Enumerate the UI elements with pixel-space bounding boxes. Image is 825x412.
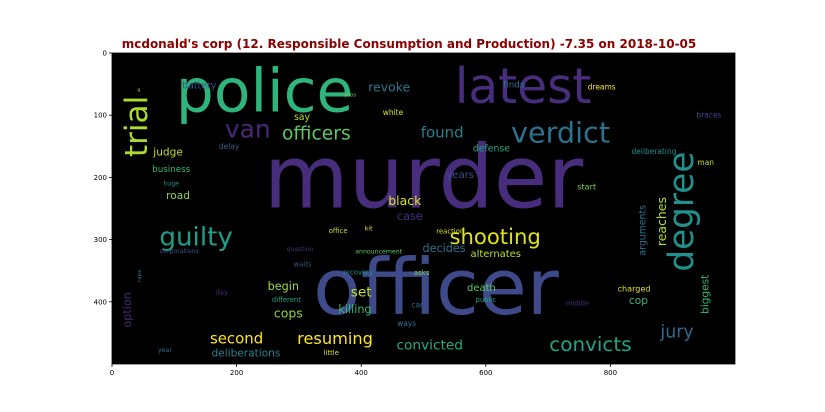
word-officers: officers (282, 123, 351, 144)
word-degree: degree (662, 152, 702, 272)
word-dreams: dreams (588, 83, 616, 92)
word-g: g (137, 88, 140, 93)
word-year: year (158, 347, 172, 354)
word-charged: charged (618, 284, 651, 294)
word-finds: finds (503, 80, 525, 90)
word-convicts: convicts (549, 332, 631, 356)
x-tick-label: 200 (230, 369, 243, 377)
word-question: question (287, 246, 314, 253)
word-police: police (176, 57, 353, 127)
word-convicted: convicted (396, 337, 463, 353)
word-van: van (225, 114, 271, 143)
word-years: years (447, 170, 474, 181)
word-trial: trial (119, 96, 155, 157)
word-arguments: arguments (637, 205, 648, 256)
word-decides: decides (422, 242, 465, 255)
word-waits: waits (294, 260, 312, 268)
word-second: second (210, 329, 263, 347)
word-jury: jury (659, 322, 693, 342)
word-battery: battery (182, 80, 217, 91)
word-deliberating: deliberating (632, 147, 677, 156)
word-corporations: corporations (160, 248, 199, 255)
word-delay: delay (219, 142, 240, 151)
word-white: white (383, 108, 404, 117)
y-tick-label: 200 (94, 174, 107, 182)
word-murder: murder (264, 126, 584, 228)
word-start: start (577, 182, 596, 192)
x-tick-label: 400 (355, 369, 368, 377)
word-office: office (329, 227, 348, 235)
word-revoke: revoke (368, 80, 410, 95)
word-kit: kit (365, 226, 373, 233)
word-business: business (152, 165, 190, 175)
word-shooting: shooting (449, 224, 540, 249)
word-day: day (215, 288, 228, 296)
x-tick-label: 600 (479, 369, 492, 377)
word-public: public (476, 296, 497, 304)
word-little: little (324, 349, 339, 357)
y-tick-label: 0 (103, 50, 107, 58)
word-asks: asks (414, 269, 430, 277)
x-tick-label: 0 (110, 369, 114, 377)
word-judge: judge (152, 147, 183, 159)
word-huge: huge (163, 181, 179, 188)
word-different: different (272, 296, 301, 304)
x-axis: 0 200 400 600 800 (110, 364, 617, 377)
y-tick-label: 100 (94, 112, 107, 120)
word-ways: ways (397, 319, 416, 328)
word-say: say (294, 112, 311, 123)
word-middle: middle (566, 300, 589, 308)
y-tick-label: 400 (94, 298, 107, 306)
plot-frame (111, 52, 736, 365)
word-braces: braces (696, 111, 721, 120)
word-case: case (397, 210, 423, 223)
y-axis: 0 100 200 300 400 (94, 50, 112, 306)
word-road: road (166, 190, 190, 202)
plot-area (112, 53, 735, 364)
x-tick-label: 800 (604, 369, 617, 377)
word-verdict: verdict (511, 116, 610, 150)
word-black: black (388, 193, 422, 208)
word-option: option (121, 292, 134, 327)
word-death: death (467, 283, 496, 294)
word-announcement: announcement (355, 249, 402, 256)
word-defense: defense (473, 143, 511, 154)
word-man: man (697, 158, 714, 167)
word-biggest: biggest (700, 275, 712, 314)
word-cops: cops (274, 305, 303, 320)
chart-title: mcdonald's corp (12. Responsible Consump… (122, 37, 697, 51)
word-cop: cop (629, 295, 648, 307)
word-begin: begin (268, 280, 299, 293)
word-jobs: jobs (344, 92, 357, 98)
word-killing: killing (338, 303, 371, 316)
word-resuming: resuming (297, 329, 373, 348)
word-set: set (351, 284, 373, 300)
word-rape: rape (137, 269, 143, 282)
word-deliberations: deliberations (211, 347, 280, 359)
word-latest: latest (455, 59, 592, 115)
word-found: found (421, 124, 464, 142)
word-recovery: recovery (343, 269, 373, 277)
y-tick-label: 300 (94, 236, 107, 244)
word-car: car (411, 300, 424, 309)
word-guilty: guilty (159, 223, 232, 253)
word-layer: murder officer police latest degree verdict tr… (119, 57, 722, 360)
word-reaches: reaches (654, 197, 669, 246)
word-officer: officer (313, 243, 560, 333)
word-alternates: alternates (471, 249, 522, 260)
word-reaction: reaction (436, 228, 464, 236)
